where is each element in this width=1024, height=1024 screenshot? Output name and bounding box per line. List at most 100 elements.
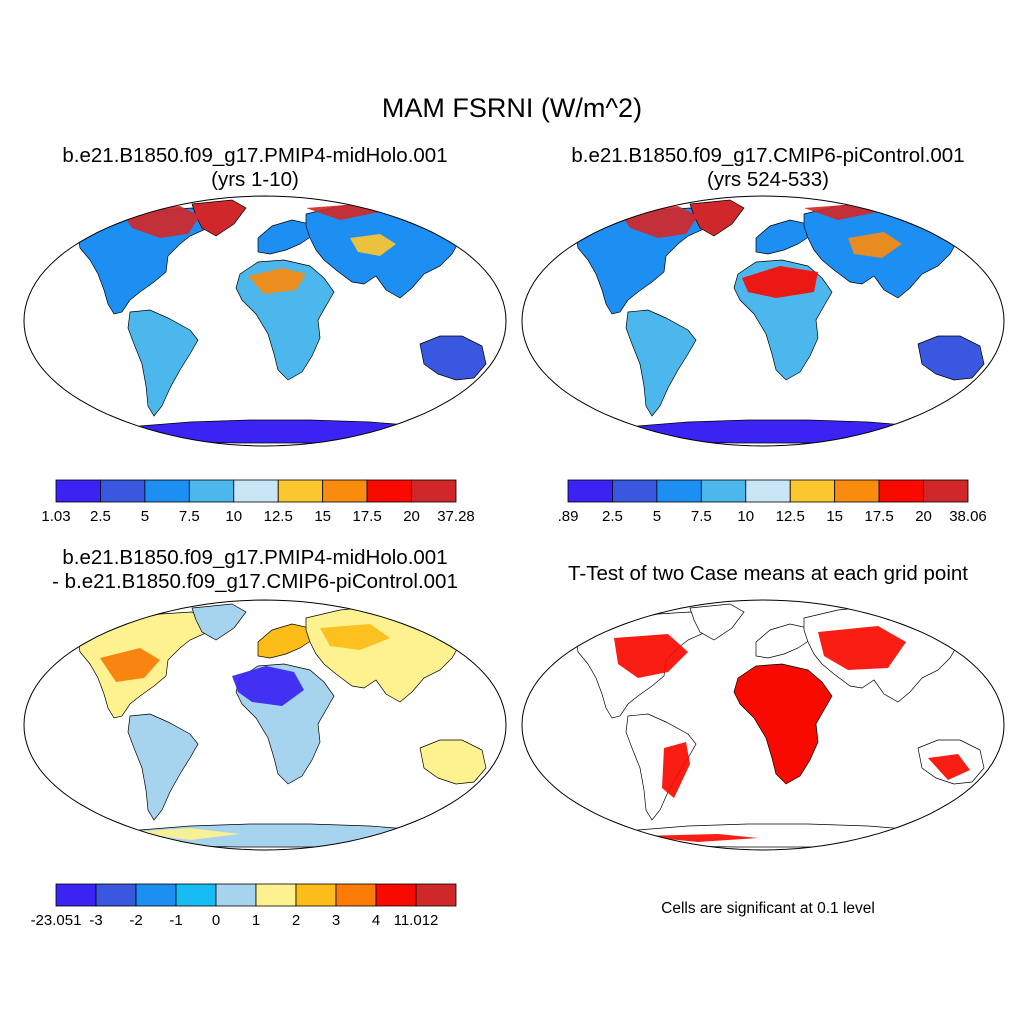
- colorbar-label: 2: [292, 912, 300, 929]
- colorbar-box: [55, 883, 97, 907]
- colorbar-box: [375, 883, 417, 907]
- map-difference: [23, 599, 507, 851]
- colorbar-label: -23.051: [31, 912, 82, 929]
- colorbar-label: 3: [332, 912, 340, 929]
- colorbar-box: [656, 479, 702, 503]
- map-midholo: [23, 195, 507, 447]
- field-region: [350, 234, 396, 256]
- colorbar-label: 5: [653, 508, 661, 525]
- colorbar-box: [277, 479, 324, 503]
- colorbar-label: 37.28: [437, 508, 475, 525]
- colorbar-box: [233, 479, 279, 503]
- colorbar-box: [612, 479, 658, 503]
- land-southAmerica: [625, 713, 697, 821]
- colorbar-picontrol: .89 2.5 5 7.5 10 12.5 15 17.5 20 38.06: [558, 479, 987, 525]
- field-region: [662, 742, 690, 798]
- land-australia: [917, 335, 985, 381]
- colorbar-box: [366, 479, 412, 503]
- land-southAmerica: [625, 309, 697, 417]
- map-border: [521, 599, 1005, 851]
- field-region: [100, 648, 160, 682]
- field-region: [320, 624, 390, 650]
- field-region: [928, 754, 970, 780]
- colorbar-label: 17.5: [353, 508, 382, 525]
- colorbar-box: [95, 883, 137, 907]
- colorbar-label: -1: [169, 912, 182, 929]
- colorbar-box: [878, 479, 924, 503]
- colorbar-label: 7.5: [691, 508, 712, 525]
- colorbar-label: 5: [141, 508, 149, 525]
- colorbar-box: [175, 883, 217, 907]
- land-europe: [257, 623, 313, 659]
- colorbar-box: [789, 479, 836, 503]
- colorbar-label: 1.03: [41, 508, 70, 525]
- field-region: [818, 626, 906, 670]
- colorbar-box: [567, 479, 613, 503]
- land-australia: [419, 739, 487, 785]
- colorbar-box: [415, 883, 457, 907]
- map-ttest: [521, 599, 1005, 851]
- colorbar-label: 4: [372, 912, 380, 929]
- colorbar-box: [322, 479, 368, 503]
- colorbar-label: 1: [252, 912, 260, 929]
- colorbar-box: [700, 479, 747, 503]
- field-region: [638, 834, 758, 842]
- land-europe: [755, 623, 811, 659]
- field-region: [306, 204, 380, 220]
- panel-3-title-line1: b.e21.B1850.f09_g17.PMIP4-midHolo.001: [62, 546, 448, 569]
- colorbar-label: 2.5: [90, 508, 111, 525]
- field-region: [248, 268, 306, 294]
- colorbar-label: -3: [89, 912, 102, 929]
- land-africa: [733, 663, 833, 785]
- colorbar-box: [144, 479, 190, 503]
- colorbar-box: [215, 883, 257, 907]
- panel-2-title-line1: b.e21.B1850.f09_g17.CMIP6-piControl.001: [571, 144, 965, 167]
- colorbar-box: [411, 479, 457, 503]
- main-title: MAM FSRNI (W/m^2): [381, 93, 643, 123]
- land-europe: [755, 219, 811, 255]
- colorbar-label: 15: [826, 508, 843, 525]
- land-europe: [257, 219, 313, 255]
- map-picontrol: [521, 195, 1005, 447]
- colorbar-box: [55, 479, 101, 503]
- map-border: [23, 195, 507, 447]
- map-border: [521, 195, 1005, 447]
- colorbar-label: 2.5: [602, 508, 623, 525]
- colorbar-midholo: 1.03 2.5 5 7.5 10 12.5 15 17.5 20 37.28: [41, 479, 475, 525]
- land-australia: [419, 335, 487, 381]
- field-region: [614, 634, 688, 678]
- field-region: [848, 232, 902, 258]
- land-antarctica: [593, 419, 956, 444]
- land-antarctica: [95, 823, 458, 848]
- colorbar-box: [135, 883, 177, 907]
- significance-note: Cells are significant at 0.1 level: [661, 900, 875, 917]
- land-asia: [305, 605, 487, 703]
- colorbar-box: [100, 479, 146, 503]
- colorbar-box: [255, 883, 297, 907]
- colorbar-label: 38.06: [949, 508, 987, 525]
- colorbar-label: 12.5: [776, 508, 805, 525]
- field-region: [130, 828, 240, 840]
- panel-4-title: T-Test of two Case means at each grid po…: [568, 562, 968, 585]
- field-region: [742, 266, 818, 298]
- colorbar-box: [188, 479, 235, 503]
- panel-1-title-line2: (yrs 1-10): [211, 168, 299, 191]
- field-region: [232, 666, 304, 706]
- colorbar-label: 17.5: [865, 508, 894, 525]
- colorbar-label: 10: [737, 508, 754, 525]
- colorbar-label: -2: [129, 912, 142, 929]
- panel-2-title-line2: (yrs 524-533): [707, 168, 829, 191]
- panel-1-title-line1: b.e21.B1850.f09_g17.PMIP4-midHolo.001: [62, 144, 448, 167]
- colorbar-label: .89: [558, 508, 579, 525]
- colorbar-label: 20: [403, 508, 420, 525]
- colorbar-label: 15: [314, 508, 331, 525]
- colorbar-difference: -23.051 -3 -2 -1 0 1 2 3 4 11.012: [31, 883, 457, 929]
- land-antarctica: [95, 419, 458, 444]
- colorbar-box: [295, 883, 337, 907]
- colorbar-box: [745, 479, 791, 503]
- land-greenland: [191, 603, 247, 641]
- map-border: [23, 599, 507, 851]
- colorbar-box: [335, 883, 377, 907]
- colorbar-label: 0: [212, 912, 220, 929]
